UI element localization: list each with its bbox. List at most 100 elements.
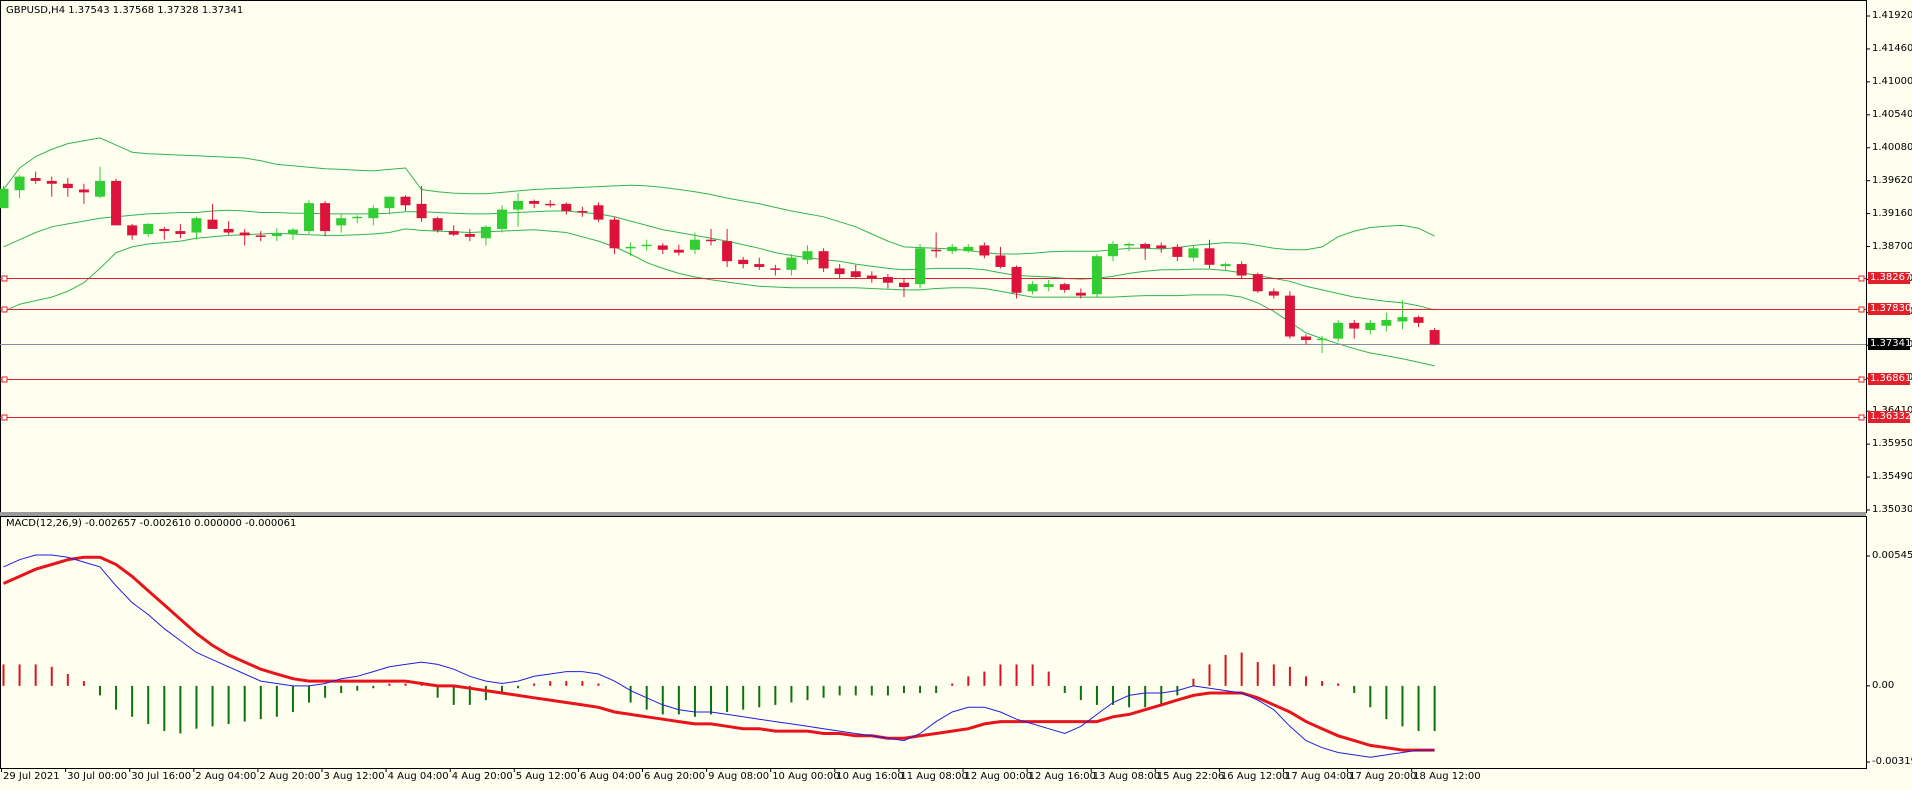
candles bbox=[0, 166, 1440, 353]
candle-body bbox=[0, 188, 9, 209]
price-tick-label: 1.39620 bbox=[1872, 174, 1912, 186]
candle-body bbox=[14, 176, 25, 191]
level-handle-right-1 bbox=[1858, 306, 1865, 313]
candle-body bbox=[127, 225, 138, 236]
candle-body bbox=[496, 209, 507, 229]
candle-body bbox=[239, 232, 250, 236]
candle-body bbox=[94, 180, 105, 197]
candle-body bbox=[1317, 338, 1328, 341]
candle-body bbox=[561, 203, 572, 212]
candle-body bbox=[979, 245, 990, 256]
macd-tick-label: -0.003199 bbox=[1872, 756, 1912, 767]
candle-body bbox=[545, 203, 556, 206]
price-tick-label: 1.40080 bbox=[1872, 141, 1912, 153]
time-tick-label: 12 Aug 16:00 bbox=[1028, 771, 1097, 782]
candle-body bbox=[770, 268, 781, 270]
time-tick-label: 10 Aug 00:00 bbox=[772, 771, 840, 782]
band-upper bbox=[3, 137, 1435, 255]
level-price-tag: 1.36332 bbox=[1868, 410, 1912, 423]
current-price-tag: 1.37341 bbox=[1868, 338, 1912, 351]
time-tick-label: 11 Aug 08:00 bbox=[900, 771, 968, 782]
macd-tick-label: 0.005456 bbox=[1872, 550, 1912, 561]
candle-body bbox=[1413, 317, 1424, 323]
time-tick-label: 6 Aug 04:00 bbox=[579, 771, 641, 782]
candle-body bbox=[625, 246, 636, 249]
candle-body bbox=[143, 223, 154, 234]
macd-frame bbox=[0, 516, 1867, 769]
time-tick-label: 5 Aug 12:00 bbox=[515, 771, 577, 782]
candle-body bbox=[513, 200, 524, 210]
candle-body bbox=[1043, 284, 1054, 288]
candle-body bbox=[62, 183, 73, 189]
candle-body bbox=[111, 180, 122, 226]
candle-body bbox=[223, 228, 234, 233]
time-tick-label: 29 Jul 2021 bbox=[3, 771, 60, 782]
main-chart-frame bbox=[0, 0, 1867, 769]
candle-body bbox=[352, 216, 363, 219]
candle-body bbox=[706, 239, 717, 242]
level-handle-right-3 bbox=[1858, 414, 1865, 421]
candle-body bbox=[271, 233, 282, 237]
time-tick-label: 30 Jul 00:00 bbox=[67, 771, 128, 782]
candle-body bbox=[947, 246, 958, 252]
candle-body bbox=[1300, 336, 1311, 341]
candle-body bbox=[529, 200, 540, 204]
candle-body bbox=[963, 246, 974, 252]
time-tick-label: 2 Aug 04:00 bbox=[195, 771, 257, 782]
candle-body bbox=[1059, 284, 1070, 290]
candle-body bbox=[368, 208, 379, 219]
candle-body bbox=[336, 218, 347, 226]
time-tick-label: 2 Aug 20:00 bbox=[259, 771, 321, 782]
time-tick-label: 18 Aug 12:00 bbox=[1413, 771, 1481, 782]
axes bbox=[1, 15, 1870, 772]
candle-body bbox=[866, 275, 877, 279]
level-handle-left-3 bbox=[1, 414, 8, 421]
macd-tick-label: 0.00 bbox=[1872, 679, 1895, 691]
time-tick-label: 9 Aug 08:00 bbox=[708, 771, 770, 782]
price-tick-label: 1.41920 bbox=[1872, 10, 1912, 21]
price-tick-label: 1.41000 bbox=[1872, 75, 1912, 87]
candle-body bbox=[464, 233, 475, 237]
candle-body bbox=[1349, 322, 1360, 329]
candle-body bbox=[882, 276, 893, 283]
time-tick-label: 15 Aug 22:06 bbox=[1156, 771, 1225, 782]
candle-body bbox=[593, 205, 604, 220]
candle-body bbox=[722, 241, 733, 262]
candle-body bbox=[915, 248, 926, 285]
candle-body bbox=[802, 251, 813, 260]
candle-body bbox=[1397, 317, 1408, 322]
candle-body bbox=[641, 244, 652, 247]
horizontal-levels[interactable] bbox=[0, 275, 1866, 421]
time-tick-label: 16 Aug 12:00 bbox=[1220, 771, 1289, 782]
time-tick-label: 3 Aug 12:00 bbox=[323, 771, 385, 782]
candle-body bbox=[786, 257, 797, 270]
time-tick-label: 13 Aug 08:00 bbox=[1092, 771, 1161, 782]
main-frame bbox=[0, 0, 1867, 513]
candle-body bbox=[384, 196, 395, 209]
candle-body bbox=[416, 203, 427, 219]
candle-body bbox=[320, 203, 331, 232]
price-tick-label: 1.38700 bbox=[1872, 240, 1912, 252]
bollinger-bands bbox=[3, 137, 1435, 367]
candle-body bbox=[1124, 244, 1135, 246]
level-price-tag: 1.37830 bbox=[1868, 303, 1912, 316]
panel-separator bbox=[0, 512, 1866, 516]
price-tick-label: 1.40540 bbox=[1872, 108, 1912, 120]
candle-body bbox=[1011, 266, 1022, 293]
symbol-header: GBPUSD,H4 1.37543 1.37568 1.37328 1.3734… bbox=[6, 5, 244, 16]
time-tick-label: 6 Aug 20:00 bbox=[644, 771, 706, 782]
time-tick-label: 12 Aug 00:00 bbox=[964, 771, 1032, 782]
candle-body bbox=[1220, 264, 1231, 267]
candle-body bbox=[30, 178, 41, 181]
candle-body bbox=[1333, 322, 1344, 339]
candle-body bbox=[1381, 320, 1392, 326]
candle-body bbox=[1204, 248, 1215, 265]
band-middle bbox=[3, 209, 1435, 311]
macd-main-line bbox=[3, 554, 1435, 758]
candle-body bbox=[609, 219, 620, 249]
candle-body bbox=[1108, 244, 1119, 257]
candle-body bbox=[931, 249, 942, 252]
candle-body bbox=[1027, 284, 1038, 292]
candle-body bbox=[995, 255, 1006, 267]
level-handle-right-2 bbox=[1858, 376, 1865, 383]
